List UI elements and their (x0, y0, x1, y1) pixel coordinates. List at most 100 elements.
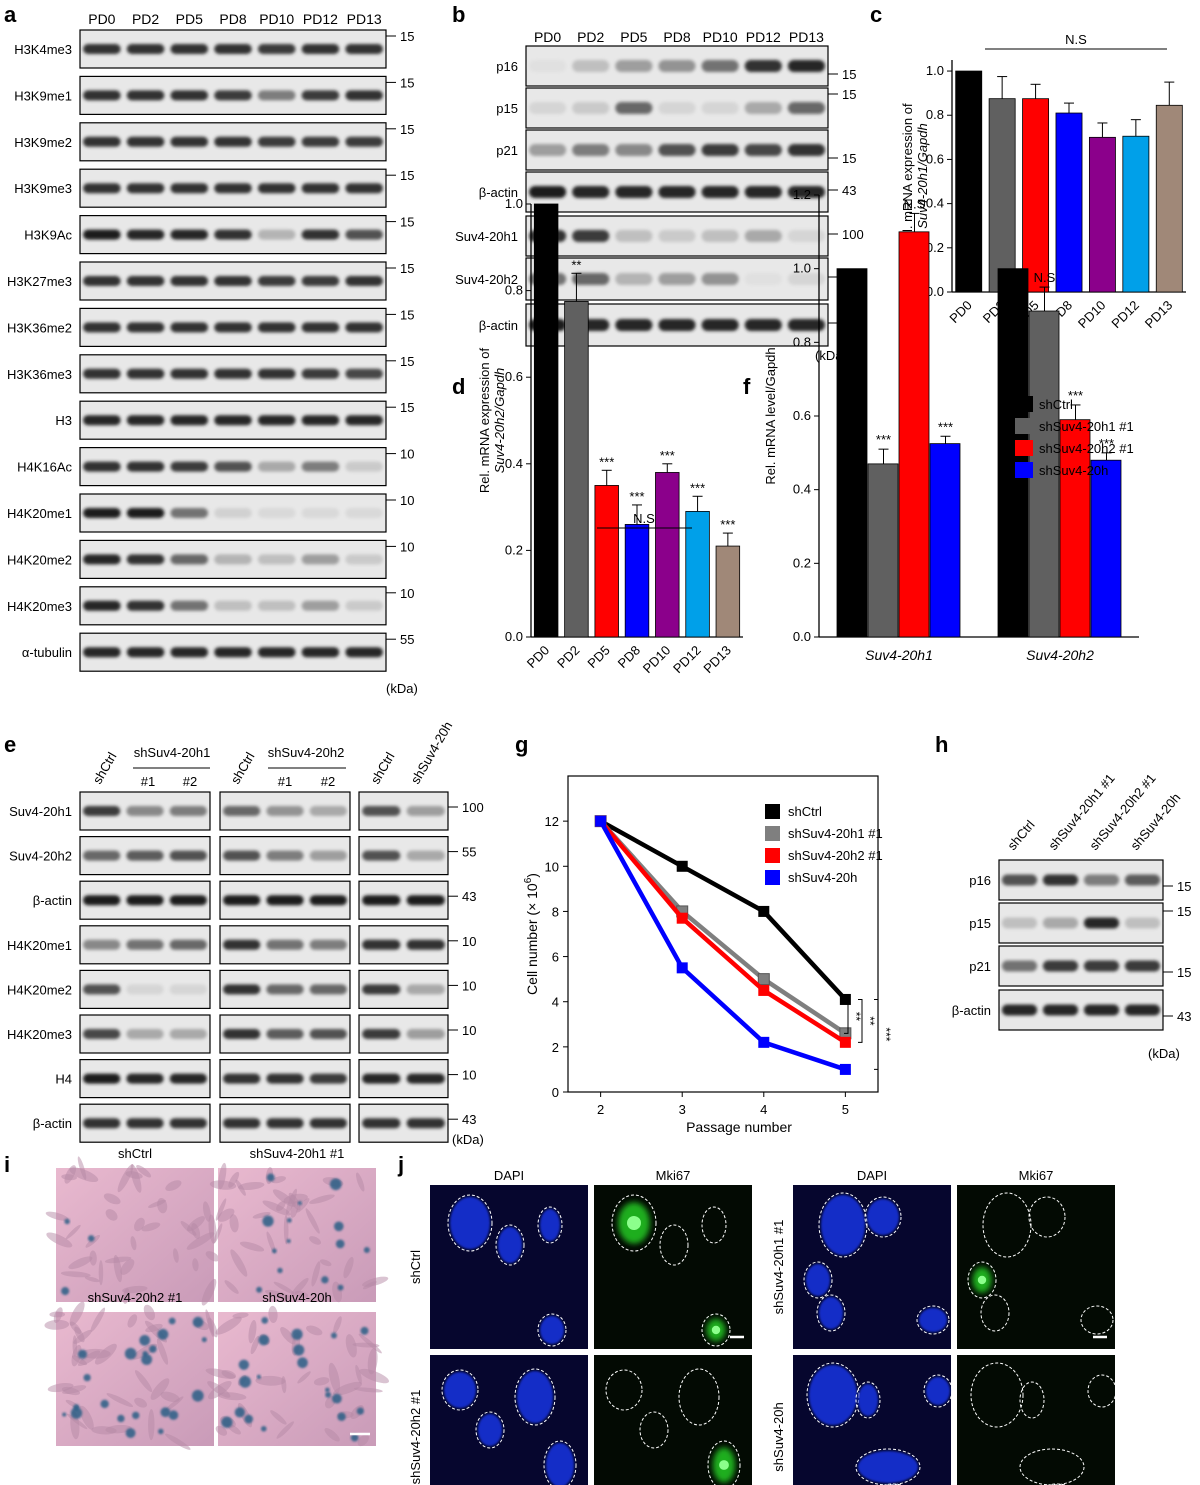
blot-band (266, 939, 304, 950)
cell-shape (186, 1232, 215, 1250)
channel-label: DAPI (857, 1168, 887, 1183)
blot-band (83, 554, 121, 565)
blue-stained-cell (356, 1407, 364, 1415)
blot-band (701, 273, 739, 285)
blot-band (1042, 1004, 1079, 1016)
blot-label: β-actin (479, 318, 518, 333)
blot-band (301, 44, 340, 54)
cell-shape (192, 1258, 199, 1272)
nucleus-outline (611, 1194, 657, 1252)
blue-stained-cell (321, 1276, 329, 1284)
staining-image: shSuv4-20h (205, 1290, 390, 1447)
lane-label: PD13 (347, 11, 382, 27)
blot-band (83, 984, 121, 995)
blot-band (301, 368, 340, 379)
legend-label: shCtrl (788, 804, 822, 819)
nucleus (450, 1197, 490, 1249)
cell-shape (333, 1316, 342, 1334)
blot-band (214, 44, 252, 54)
mki67-image (594, 1185, 752, 1349)
image-label: shSuv4-20h1 #1 (250, 1146, 345, 1161)
marker-kda: 15 (842, 87, 856, 102)
blot-band (362, 895, 401, 906)
y-axis-label-gene: Suv4-20h1/Gapdh (915, 123, 930, 229)
y-tick-label: 0.6 (505, 369, 523, 384)
blot-band (170, 647, 209, 658)
blue-stained-cell (234, 1407, 245, 1418)
blot-strip (79, 969, 211, 1010)
panel-letters: a b c d f e g h i j (4, 2, 948, 1177)
blot-band (701, 186, 739, 198)
blot-strip (358, 880, 449, 920)
blot-band (170, 461, 209, 472)
blot-band (1001, 960, 1038, 972)
cell-shape (98, 1260, 104, 1286)
lane-label: shCtrl (368, 750, 398, 787)
staining-image: shSuv4-20h2 #1 (44, 1290, 218, 1450)
cell-shape (309, 1236, 322, 1245)
cell-shape (136, 1164, 152, 1178)
blot-band (615, 186, 653, 198)
blot-band (406, 850, 445, 861)
cell-shape (69, 1301, 85, 1326)
blot-band (257, 183, 296, 194)
blot-band (1042, 960, 1079, 972)
series-point (676, 962, 688, 974)
blot-band (1083, 960, 1120, 972)
blue-stained-cell (337, 1412, 346, 1422)
blot-strip (79, 29, 387, 69)
blot-band (309, 1118, 347, 1129)
panel-letter-c: c (870, 2, 882, 27)
blue-stained-cell (262, 1215, 274, 1227)
cell-shape (72, 1355, 87, 1366)
cell-shape (276, 1200, 286, 1212)
marker-kda: 43 (462, 1112, 476, 1127)
nucleus (858, 1384, 878, 1416)
significance-stars: *** (660, 448, 675, 463)
x-tick-label: 5 (842, 1102, 849, 1117)
blot-band (301, 647, 340, 658)
blot-band (406, 895, 445, 906)
blot-band (406, 1029, 445, 1039)
blot-band (309, 939, 347, 950)
nucleus-outline (441, 1369, 479, 1411)
marker-kda: 15 (400, 261, 414, 276)
blot-band (1001, 1004, 1038, 1016)
blot-band (170, 229, 209, 240)
blot-strip (219, 1103, 351, 1143)
blot-band (126, 850, 164, 861)
blot-strip (79, 75, 387, 116)
blot-band (170, 508, 209, 518)
cell-shape (122, 1285, 148, 1294)
marker-kda: 15 (400, 75, 414, 90)
panel-letter-g: g (515, 732, 528, 757)
blot-band (170, 322, 209, 333)
lane-label: #2 (321, 774, 335, 789)
significance-stars: *** (690, 480, 705, 495)
blue-stained-cell (258, 1334, 270, 1346)
blot-band (214, 554, 252, 565)
blot-label: H4K20me2 (7, 982, 72, 997)
blot-band (615, 102, 653, 114)
blue-stained-cell (117, 1414, 125, 1423)
cell-shape (44, 1319, 70, 1330)
blot-label: H3K9me3 (14, 181, 72, 196)
blot-band (362, 939, 401, 950)
x-tick-label: 4 (760, 1102, 767, 1117)
blot-band (1124, 917, 1161, 929)
blue-stained-cell (260, 1425, 267, 1432)
nucleus (821, 1195, 865, 1255)
lane-label: shCtrl (90, 750, 120, 787)
blot-band (126, 806, 164, 816)
x-tick-label: PD12 (1108, 298, 1142, 332)
legend-label: shSuv4-20h2 #1 (1039, 441, 1134, 456)
panel-letter-i: i (4, 1152, 10, 1177)
blot-band (223, 850, 261, 861)
blot-label: p21 (969, 959, 991, 974)
blot-band (257, 461, 296, 472)
series-point (676, 860, 688, 872)
blot-label: H4 (55, 1072, 72, 1087)
blot-band (301, 508, 340, 518)
blot-band (169, 939, 207, 950)
blot-band (83, 508, 121, 518)
